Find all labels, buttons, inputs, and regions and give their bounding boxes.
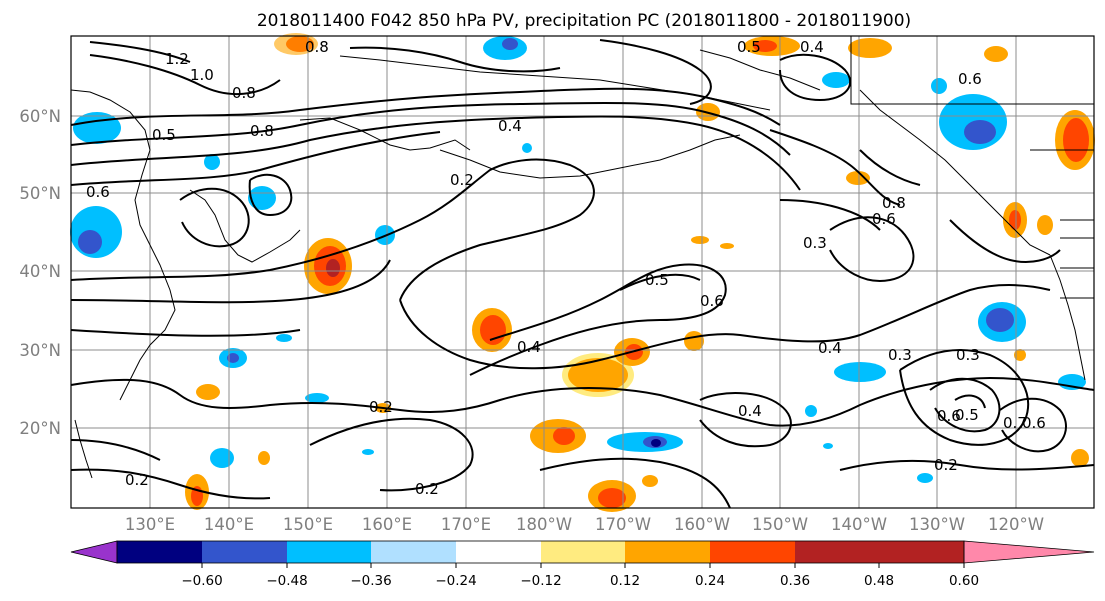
colorbar-tick-label: 0.48 [864,573,894,589]
contour-label: 0.7 [1003,414,1027,432]
map-panel: 1.2 1.0 0.8 0.5 0.6 0.2 0.4 0.3 0.5 0.6 … [70,33,1095,512]
contour-label: 0.4 [498,117,522,135]
map-frame [70,35,1095,509]
lat-label-40n: 40°N [19,262,61,281]
contour-label: 0.6 [937,407,961,425]
contour-label: 0.4 [738,402,762,420]
latitude-labels: 60°N 50°N 40°N 30°N 20°N [19,107,61,438]
lon-label: 180°W [516,515,572,534]
contour-label: 0.6 [86,183,110,201]
contour-label: 1.2 [165,50,189,68]
colorbar-segment [625,541,710,563]
colorbar-segment [117,541,202,563]
precip-negative-blobs [70,36,1086,483]
lon-label: 120°W [988,515,1044,534]
colorbar-extend-max [963,540,1095,564]
colorbar-segment [710,541,795,563]
contour-label: 0.3 [956,346,980,364]
contour-label: 1.0 [190,66,214,84]
longitude-labels: 130°E 140°E 150°E 160°E 170°E 180°W 170°… [125,515,1044,534]
contour-label: 0.2 [369,398,393,416]
lon-label: 130°W [909,515,965,534]
colorbar: −0.60 −0.48 −0.36 −0.24 −0.12 0.12 0.24 … [70,540,1095,589]
lon-label: 150°W [752,515,808,534]
colorbar-segment [287,541,371,563]
colorbar-tick-label: −0.60 [181,573,222,589]
contour-label: 0.2 [415,480,439,498]
lat-label-20n: 20°N [19,419,61,438]
lon-label: 170°W [595,515,651,534]
lon-label: 170°E [441,515,491,534]
colorbar-tick-label: 0.12 [610,573,640,589]
contour-label: 0.2 [450,171,474,189]
coastlines [70,36,1094,479]
colorbar-segment [879,541,964,563]
colorbar-segment [456,541,541,563]
lon-label: 150°E [283,515,333,534]
colorbar-segment [795,541,879,563]
colorbar-tick-label: −0.12 [520,573,561,589]
lon-label: 140°W [831,515,887,534]
contour-label: 0.5 [737,38,761,56]
contour-label: 0.6 [958,70,982,88]
colorbar-segment [202,541,287,563]
colorbar-segment [371,541,456,563]
contour-label: 0.8 [250,122,274,140]
contour-label: 0.5 [645,271,669,289]
pv-contours [70,39,1095,509]
lon-label: 130°E [125,515,175,534]
contour-label: 0.8 [882,194,906,212]
contour-label: 0.8 [305,38,329,56]
contour-label: 0.4 [517,338,541,356]
lat-label-60n: 60°N [19,107,61,126]
contour-label: 0.6 [872,210,896,228]
colorbar-extend-min [70,540,118,564]
contour-label: 0.8 [232,84,256,102]
lon-label: 160°W [674,515,730,534]
contour-label: 0.3 [803,234,827,252]
figure-title: 2018011400 F042 850 hPa PV, precipitatio… [257,11,911,31]
colorbar-tick-label: 0.36 [780,573,810,589]
contour-label: 0.5 [955,406,979,424]
contour-label: 0.2 [125,471,149,489]
contour-label: 0.2 [934,456,958,474]
lat-label-50n: 50°N [19,184,61,203]
contour-label: 0.4 [800,38,824,56]
colorbar-tick-label: −0.24 [435,573,476,589]
contour-label: 0.6 [1022,414,1046,432]
contour-label: 0.5 [152,126,176,144]
lat-label-30n: 30°N [19,341,61,360]
contour-label: 0.6 [700,292,724,310]
colorbar-segment [541,541,625,563]
colorbar-tick-label: 0.24 [695,573,725,589]
lon-label: 160°E [362,515,412,534]
colorbar-tick-label: −0.36 [350,573,391,589]
contour-labels: 1.2 1.0 0.8 0.5 0.6 0.2 0.4 0.3 0.5 0.6 … [86,38,1046,498]
colorbar-tick-label: −0.48 [266,573,307,589]
colorbar-tick-label: 0.60 [949,573,979,589]
lon-label: 140°E [204,515,254,534]
contour-label: 0.3 [888,346,912,364]
contour-label: 0.4 [818,339,842,357]
